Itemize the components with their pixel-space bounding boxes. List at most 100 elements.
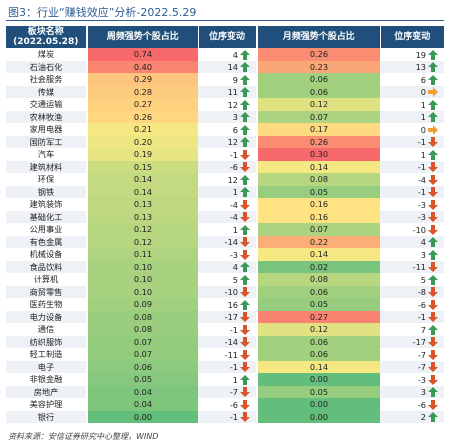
arrow-up-icon (240, 299, 250, 310)
weekly-rank-change-value: -17 (224, 312, 238, 322)
weekly-rank-change: 4 (198, 260, 256, 273)
weekly-ratio: 0.04 (88, 398, 198, 411)
cell-gap (256, 223, 258, 236)
weekly-ratio: 0.15 (88, 160, 198, 173)
monthly-rank-change-value: 6 (420, 74, 426, 85)
arrow-down-icon (240, 362, 250, 372)
cell-gap (86, 348, 88, 361)
weekly-rank-change-value: 11 (227, 87, 238, 97)
cell-gap (86, 373, 88, 386)
weekly-rank-change: 4 (198, 48, 256, 61)
weekly-rank-change-value: -10 (224, 287, 238, 297)
cell-gap (256, 73, 258, 86)
arrow-up-icon (428, 387, 438, 397)
header-date: (2022.05.28) (13, 37, 79, 47)
arrow-down-icon (240, 349, 250, 360)
weekly-rank-change-value: 3 (232, 112, 238, 122)
cell-gap (256, 123, 258, 136)
monthly-ratio: 0.14 (258, 248, 380, 261)
monthly-rank-change-value: -11 (412, 262, 426, 272)
monthly-rank-change: -3 (380, 373, 444, 386)
cell-gap (86, 410, 88, 423)
weekly-rank-change-value: -11 (224, 349, 238, 360)
weekly-rank-change: 1 (198, 373, 256, 386)
weekly-rank-change: -1 (198, 360, 256, 373)
arrow-down-icon (428, 262, 438, 272)
arrow-down-icon (240, 149, 250, 160)
table-row: 交通运输 0.27 12 0.12 1 (6, 98, 444, 111)
monthly-rank-change-value: 3 (420, 387, 426, 397)
monthly-rank-change-value: -10 (412, 224, 426, 235)
arrow-down-icon (240, 387, 250, 397)
weekly-ratio: 0.29 (88, 73, 198, 86)
weekly-ratio: 0.09 (88, 298, 198, 311)
monthly-ratio: 0.16 (258, 198, 380, 211)
cell-gap (86, 248, 88, 261)
monthly-rank-change-value: -3 (417, 374, 426, 385)
header-sector: 板块名称 (2022.05.28) (6, 26, 87, 48)
cell-gap (256, 148, 258, 161)
arrow-down-icon (428, 187, 438, 197)
cell-gap (86, 260, 88, 273)
weekly-ratio: 0.11 (88, 248, 198, 261)
weekly-rank-change: 9 (198, 73, 256, 86)
monthly-rank-change: -10 (380, 223, 444, 236)
monthly-rank-change: -1 (380, 160, 444, 173)
monthly-ratio: 0.06 (258, 335, 380, 348)
header-sector-label: 板块名称 (27, 27, 64, 37)
arrow-up-icon (428, 74, 438, 85)
monthly-ratio: 0.06 (258, 73, 380, 86)
weekly-rank-change-value: 4 (232, 49, 238, 60)
weekly-rank-change: -7 (198, 385, 256, 398)
cell-gap (256, 360, 258, 373)
weekly-ratio: 0.06 (88, 360, 198, 373)
sector-name: 建筑装饰 (6, 198, 86, 211)
cell-gap (256, 185, 258, 198)
weekly-ratio: 0.13 (88, 210, 198, 223)
weekly-rank-change: 1 (198, 185, 256, 198)
weekly-rank-change: 12 (198, 173, 256, 186)
monthly-ratio: 0.16 (258, 210, 380, 223)
monthly-rank-change: 0 (380, 123, 444, 136)
weekly-rank-change: -14 (198, 335, 256, 348)
monthly-rank-change-value: 3 (420, 249, 426, 260)
weekly-rank-change-value: -7 (229, 387, 238, 397)
cell-gap (256, 285, 258, 298)
sector-name: 家用电器 (6, 123, 86, 136)
table-row: 建筑装饰 0.13 -4 0.16 -3 (6, 198, 444, 211)
monthly-ratio: 0.14 (258, 360, 380, 373)
monthly-rank-change-value: -3 (417, 199, 426, 210)
monthly-rank-change-value: 19 (415, 49, 426, 60)
cell-gap (256, 60, 258, 73)
monthly-rank-change: -11 (380, 260, 444, 273)
cell-gap (256, 135, 258, 148)
weekly-ratio: 0.14 (88, 173, 198, 186)
monthly-ratio: 0.12 (258, 98, 380, 111)
header-weekly-change: 位序变动 (198, 26, 257, 48)
weekly-ratio: 0.13 (88, 198, 198, 211)
cell-gap (256, 85, 258, 98)
monthly-ratio: 0.02 (258, 260, 380, 273)
sector-name: 石油石化 (6, 60, 86, 73)
header-monthly: 月频强势个股占比 (258, 26, 381, 48)
weekly-ratio: 0.07 (88, 348, 198, 361)
monthly-rank-change-value: 0 (420, 87, 426, 97)
monthly-rank-change-value: -17 (412, 337, 426, 347)
monthly-rank-change-value: -7 (417, 362, 426, 372)
monthly-ratio: 0.00 (258, 410, 380, 423)
sector-name: 电力设备 (6, 310, 86, 323)
header-gap (86, 26, 88, 48)
sector-name: 钢铁 (6, 185, 86, 198)
weekly-rank-change: -6 (198, 398, 256, 411)
weekly-rank-change-value: 5 (232, 274, 238, 285)
header-gap (256, 26, 258, 48)
monthly-rank-change-value: -1 (417, 137, 426, 147)
monthly-rank-change: -1 (380, 135, 444, 148)
monthly-ratio: 0.06 (258, 285, 380, 298)
monthly-rank-change: -8 (380, 285, 444, 298)
monthly-ratio: 0.30 (258, 148, 380, 161)
arrow-up-icon (428, 249, 438, 260)
monthly-rank-change-value: 1 (420, 149, 426, 160)
arrow-down-icon (428, 287, 438, 297)
weekly-ratio: 0.14 (88, 185, 198, 198)
